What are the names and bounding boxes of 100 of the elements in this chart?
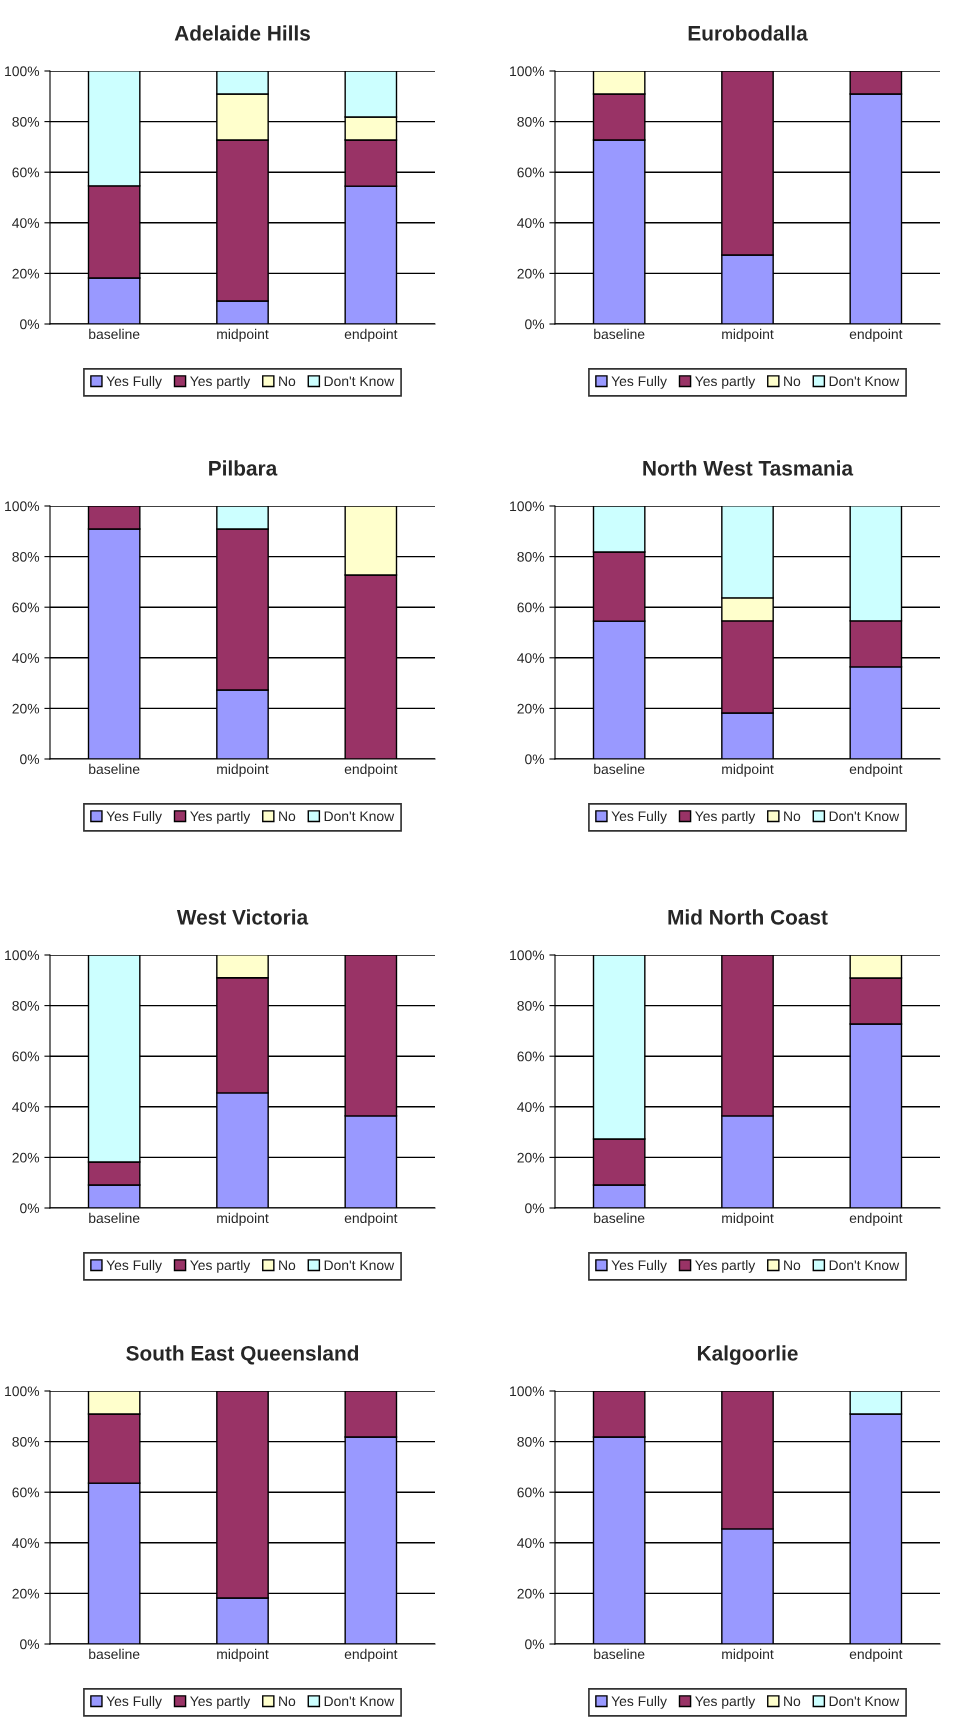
legend-label: Yes partly bbox=[190, 1259, 251, 1273]
y-tick-label: 0% bbox=[20, 1639, 40, 1650]
legend-label: Don't Know bbox=[324, 376, 395, 387]
y-tick-label: 60% bbox=[12, 602, 40, 613]
chart-title: Adelaide Hills bbox=[174, 25, 310, 41]
legend-label: Yes Fully bbox=[611, 810, 667, 824]
y-tick-label: 40% bbox=[517, 653, 545, 663]
x-tick-label: baseline bbox=[89, 1212, 140, 1224]
y-tick-label: 80% bbox=[12, 1000, 40, 1011]
chart-title: South East Queensland bbox=[126, 1345, 359, 1365]
chart-title: Mid North Coast bbox=[668, 909, 828, 925]
y-tick-label: 20% bbox=[12, 268, 40, 279]
legend-label: Don't Know bbox=[324, 1260, 395, 1271]
y-tick-label: 80% bbox=[517, 1000, 545, 1011]
x-tick-label: midpoint bbox=[722, 763, 774, 777]
y-tick-label: 40% bbox=[517, 1102, 545, 1112]
y-tick-label: 40% bbox=[12, 218, 40, 228]
x-tick-label: midpoint bbox=[722, 1648, 774, 1662]
x-tick-label: endpoint bbox=[849, 763, 903, 777]
y-tick-label: 40% bbox=[12, 1538, 40, 1548]
y-tick-label: 100% bbox=[5, 501, 40, 512]
x-tick-label: endpoint bbox=[849, 328, 903, 342]
legend-label: Don't Know bbox=[829, 1260, 900, 1271]
legend-label: No bbox=[279, 376, 296, 387]
y-tick-label: 40% bbox=[12, 1102, 40, 1112]
legend-label: Yes partly bbox=[190, 810, 251, 824]
y-tick-label: 80% bbox=[517, 551, 545, 562]
x-tick-label: baseline bbox=[594, 1212, 645, 1224]
legend-label: Yes partly bbox=[695, 1695, 756, 1709]
legend-label: No bbox=[279, 811, 296, 822]
x-tick-label: midpoint bbox=[217, 1212, 269, 1226]
y-tick-label: 80% bbox=[12, 116, 40, 127]
y-tick-label: 60% bbox=[517, 602, 545, 613]
legend-label: Don't Know bbox=[829, 1696, 900, 1707]
x-tick-label: baseline bbox=[89, 1648, 140, 1660]
x-tick-label: midpoint bbox=[722, 328, 774, 342]
x-tick-label: baseline bbox=[89, 763, 140, 775]
legend-label: Yes Fully bbox=[106, 1695, 162, 1709]
legend-label: No bbox=[279, 1260, 296, 1271]
legend-label: Don't Know bbox=[324, 811, 395, 822]
y-tick-label: 20% bbox=[12, 703, 40, 714]
x-tick-label: endpoint bbox=[344, 1212, 398, 1226]
y-tick-label: 80% bbox=[12, 1436, 40, 1447]
x-tick-label: endpoint bbox=[849, 1212, 903, 1226]
legend-label: Yes Fully bbox=[106, 1259, 162, 1273]
chart-title: Pilbara bbox=[209, 460, 278, 476]
legend-label: Yes partly bbox=[190, 1695, 251, 1709]
x-tick-label: baseline bbox=[89, 328, 140, 340]
y-tick-label: 0% bbox=[525, 754, 545, 765]
x-tick-label: baseline bbox=[594, 763, 645, 775]
y-tick-label: 40% bbox=[517, 1538, 545, 1548]
chart-title: West Victoria bbox=[176, 909, 309, 925]
y-tick-label: 40% bbox=[12, 653, 40, 663]
x-tick-label: midpoint bbox=[217, 763, 269, 777]
y-tick-label: 0% bbox=[525, 1203, 545, 1214]
x-tick-label: midpoint bbox=[722, 1212, 774, 1226]
legend-label: No bbox=[784, 1260, 801, 1271]
y-tick-label: 100% bbox=[5, 66, 40, 77]
legend-label: Yes partly bbox=[190, 375, 251, 389]
chart-title: Eurobodalla bbox=[688, 25, 808, 41]
y-tick-label: 0% bbox=[20, 1203, 40, 1214]
y-tick-label: 0% bbox=[20, 754, 40, 765]
chart-title: North West Tasmania bbox=[643, 460, 854, 476]
y-tick-label: 100% bbox=[510, 1386, 545, 1397]
y-tick-label: 20% bbox=[12, 1588, 40, 1599]
legend-label: Don't Know bbox=[829, 376, 900, 387]
y-tick-label: 60% bbox=[517, 1487, 545, 1498]
y-tick-label: 20% bbox=[517, 268, 545, 279]
y-tick-label: 20% bbox=[12, 1152, 40, 1163]
chart-title: Kalgoorlie bbox=[697, 1345, 798, 1365]
legend-label: Yes partly bbox=[695, 1259, 756, 1273]
legend-label: Yes Fully bbox=[106, 810, 162, 824]
y-tick-label: 100% bbox=[510, 501, 545, 512]
legend-label: No bbox=[784, 376, 801, 387]
y-tick-label: 80% bbox=[517, 116, 545, 127]
x-tick-label: endpoint bbox=[344, 328, 398, 342]
legend-label: Yes partly bbox=[695, 375, 756, 389]
y-tick-label: 60% bbox=[12, 167, 40, 178]
legend-label: Yes Fully bbox=[611, 375, 667, 389]
y-tick-label: 20% bbox=[517, 703, 545, 714]
y-tick-label: 0% bbox=[525, 1639, 545, 1650]
legend-label: Don't Know bbox=[324, 1696, 395, 1707]
legend-label: Don't Know bbox=[829, 811, 900, 822]
legend-label: No bbox=[784, 1696, 801, 1707]
x-tick-label: baseline bbox=[594, 1648, 645, 1660]
y-tick-label: 60% bbox=[12, 1051, 40, 1062]
legend-label: Yes Fully bbox=[611, 1695, 667, 1709]
y-tick-label: 0% bbox=[525, 319, 545, 330]
x-tick-label: endpoint bbox=[849, 1648, 903, 1662]
legend-label: No bbox=[784, 811, 801, 822]
y-tick-label: 100% bbox=[510, 950, 545, 961]
y-tick-label: 80% bbox=[12, 551, 40, 562]
legend-label: No bbox=[279, 1696, 296, 1707]
y-tick-label: 100% bbox=[510, 66, 545, 77]
y-tick-label: 60% bbox=[12, 1487, 40, 1498]
y-tick-label: 20% bbox=[517, 1588, 545, 1599]
y-tick-label: 60% bbox=[517, 167, 545, 178]
legend-label: Yes Fully bbox=[611, 1259, 667, 1273]
x-tick-label: midpoint bbox=[217, 1648, 269, 1662]
y-tick-label: 40% bbox=[517, 218, 545, 228]
